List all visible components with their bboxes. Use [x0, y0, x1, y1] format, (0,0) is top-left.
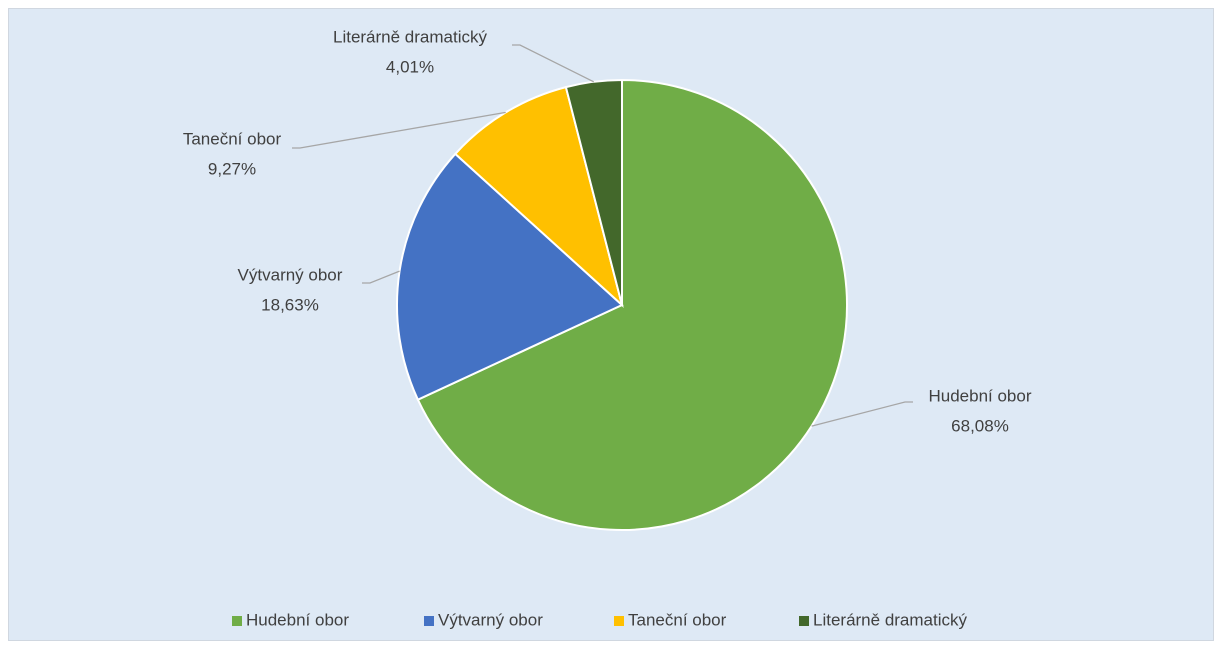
data-label-name: Literárně dramatický: [333, 27, 488, 46]
leader-line: [292, 111, 506, 149]
pie-slice: [564, 78, 623, 306]
leader-line: [362, 270, 400, 284]
data-label-value: 68,08%: [951, 416, 1009, 435]
data-label-name: Hudební obor: [928, 386, 1031, 405]
data-label-name: Výtvarný obor: [238, 265, 343, 284]
legend-label: Výtvarný obor: [438, 610, 543, 629]
pie-slice: [416, 78, 848, 531]
legend-swatch: [614, 616, 624, 626]
legend-label: Taneční obor: [628, 610, 727, 629]
pie-slice: [453, 85, 624, 308]
legend-label: Literárně dramatický: [813, 610, 968, 629]
legend-swatch: [232, 616, 242, 626]
data-label-name: Taneční obor: [183, 129, 282, 148]
data-label-value: 4,01%: [386, 57, 434, 76]
legend-swatch: [799, 616, 809, 626]
leader-line: [512, 44, 595, 83]
data-label-value: 9,27%: [208, 159, 256, 178]
legend-swatch: [424, 616, 434, 626]
leader-line: [811, 401, 913, 427]
data-label-value: 18,63%: [261, 295, 319, 314]
legend-label: Hudební obor: [246, 610, 349, 629]
